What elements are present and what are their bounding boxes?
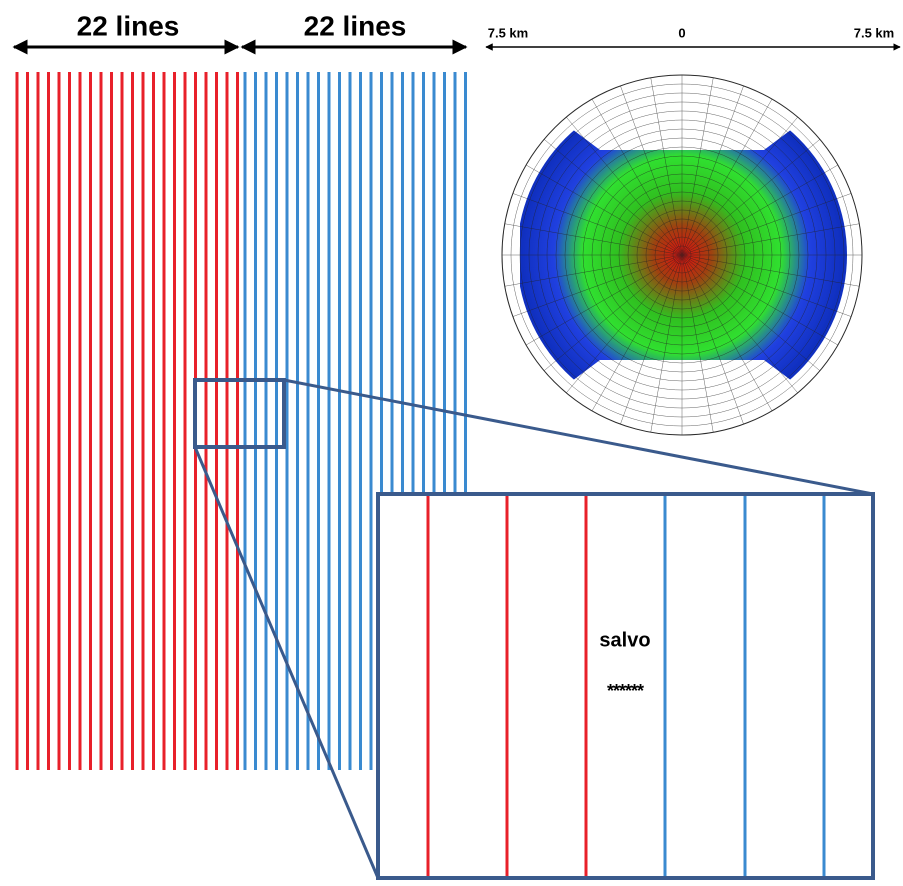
salvo-label: salvo	[599, 629, 650, 651]
rose-spoke	[566, 254, 683, 394]
rose-spoke	[512, 193, 683, 256]
rose-spoke	[681, 77, 714, 256]
inset-box	[376, 492, 875, 880]
rose-spoke	[681, 254, 860, 287]
rose-spoke	[543, 139, 683, 256]
rose-spoke	[681, 139, 821, 256]
zoom-region	[193, 378, 286, 449]
rose-spoke	[681, 254, 744, 425]
rose-spoke	[504, 223, 683, 256]
rose-spoke	[650, 77, 683, 256]
rose-spoke	[681, 98, 773, 256]
rose-spoke	[620, 254, 683, 425]
rose-spoke	[620, 85, 683, 256]
rose-spoke	[591, 254, 683, 412]
zoom-connector	[283, 378, 874, 496]
rose-spoke	[681, 254, 821, 371]
rose-spoke	[566, 116, 683, 256]
rose-spoke	[681, 254, 714, 433]
zoom-connector	[193, 446, 380, 879]
rose-spoke	[512, 254, 683, 317]
rose-diagram	[501, 74, 863, 436]
scale-label: 7.5 km	[854, 25, 894, 40]
rose-spoke	[681, 254, 839, 346]
rose-spoke	[681, 223, 860, 256]
rose-spoke	[650, 254, 683, 433]
rose-spoke	[681, 254, 773, 412]
rose-spoke	[681, 85, 744, 256]
rose-spoke	[525, 254, 683, 346]
rose-spoke	[543, 254, 683, 371]
rose-spoke	[504, 254, 683, 287]
rose-spoke	[681, 116, 798, 256]
rose-spoke	[591, 98, 683, 256]
rose-spoke	[681, 254, 852, 317]
scale-label: 0	[678, 25, 685, 40]
rose-spoke	[681, 164, 839, 256]
scale-label: 7.5 km	[488, 25, 528, 40]
inset-lines	[426, 496, 826, 876]
rose-spoke	[681, 193, 852, 256]
rose-spoke	[681, 254, 798, 394]
rose-spoke	[525, 164, 683, 256]
line-count-label: 22 lines	[77, 10, 180, 41]
shot-points: ******	[607, 681, 644, 701]
line-count-label: 22 lines	[304, 10, 407, 41]
